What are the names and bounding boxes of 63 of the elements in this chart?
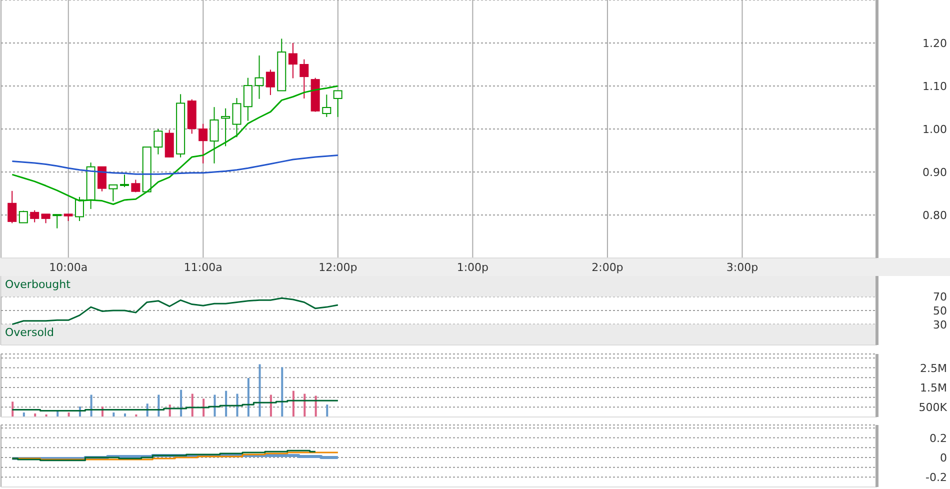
x-tick-label: 12:00p [318, 261, 358, 274]
band-label: Overbought [5, 278, 72, 291]
bar [270, 394, 272, 417]
candlestick [52, 214, 62, 229]
y-tick-label: 500K [918, 401, 948, 414]
candlestick [288, 42, 298, 79]
candlestick [8, 190, 17, 224]
candlestick [333, 90, 342, 118]
bar [202, 398, 205, 417]
bar [214, 394, 216, 417]
y-tick-label: 50 [933, 304, 947, 318]
bar [314, 396, 317, 417]
candlestick [198, 123, 208, 164]
bar [12, 402, 14, 417]
y-tick-label: 0.2 [930, 432, 947, 445]
bar [236, 394, 238, 417]
bar [247, 378, 250, 417]
band-label: Oversold [5, 326, 54, 340]
y-tick-label: 70 [933, 290, 947, 304]
y-tick-label: 30 [933, 318, 947, 332]
candlestick [41, 214, 50, 224]
candlestick [131, 179, 140, 193]
x-tick-label: 3:00p [726, 261, 758, 274]
candlestick [164, 129, 174, 158]
bar [258, 364, 261, 417]
bar [225, 390, 228, 417]
candlestick [322, 94, 332, 118]
candlestick [210, 106, 219, 164]
candlestick [108, 184, 118, 202]
x-tick-label: 2:00p [592, 261, 624, 274]
bar [326, 404, 328, 417]
y-tick-label: 0.80 [922, 209, 947, 222]
y-tick-label: 1.10 [922, 80, 947, 93]
candlestick [243, 77, 252, 122]
y-tick-label: 1.5M [920, 381, 947, 394]
bar [292, 390, 294, 417]
x-tick-label: 1:00p [456, 261, 489, 274]
y-tick-label: -0.2 [926, 471, 947, 484]
line-series [11, 297, 339, 326]
y-tick-label: 0 [940, 451, 947, 464]
candlestick [97, 166, 106, 192]
y-tick-label: 0.90 [922, 166, 947, 179]
candlestick [154, 128, 163, 155]
candlestick [120, 174, 129, 188]
x-tick-label: 11:00a [184, 261, 222, 274]
candlestick [232, 98, 242, 138]
candlestick [30, 210, 40, 223]
candlestick [254, 54, 264, 100]
y-tick-label: 2.5M [920, 362, 947, 375]
bar [304, 394, 306, 417]
candlestick [74, 196, 84, 222]
candlestick [266, 69, 275, 96]
candlestick [221, 108, 230, 147]
y-tick-label: 1.20 [922, 37, 947, 50]
bar [90, 394, 92, 417]
bar [191, 394, 194, 417]
bar [281, 367, 284, 417]
candlestick [300, 58, 309, 99]
bar [158, 394, 160, 417]
candlestick [18, 210, 28, 224]
x-tick-label: 10:00a [49, 261, 88, 274]
y-tick-label: 1.00 [922, 123, 947, 136]
bar [180, 390, 182, 417]
